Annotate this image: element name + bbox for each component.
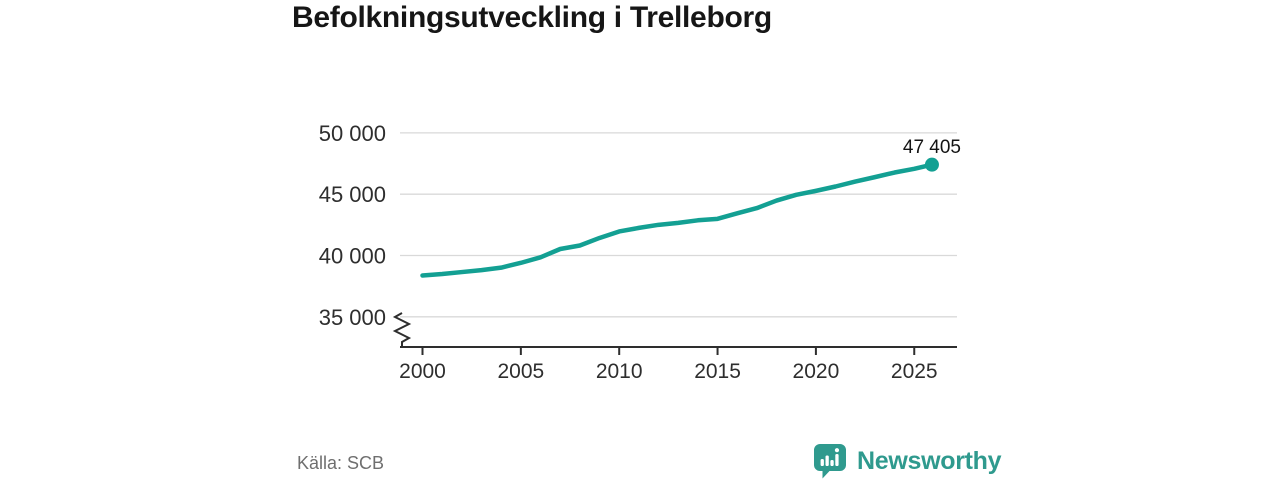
- x-tick-label: 2000: [399, 360, 446, 383]
- exclamation-dot: [834, 448, 840, 453]
- bar-chart-glyph: [820, 448, 840, 466]
- x-tick-label: 2020: [793, 360, 840, 383]
- x-tick-label: 2025: [891, 360, 938, 383]
- latest-value-label: 47 405: [903, 137, 961, 158]
- x-tick-label: 2005: [497, 360, 544, 383]
- newsworthy-logo-icon: [814, 444, 846, 479]
- newsworthy-logo-text: Newsworthy: [857, 447, 1002, 475]
- x-tick-label: 2010: [596, 360, 643, 383]
- y-tick-label: 40 000: [319, 244, 386, 269]
- speech-bubble-shape: [814, 444, 846, 479]
- y-tick-label: 45 000: [319, 182, 386, 207]
- axis-break-symbol: [392, 312, 412, 347]
- y-tick-label: 35 000: [319, 305, 386, 330]
- population-line: [420, 162, 935, 278]
- y-tick-label: 50 000: [319, 121, 386, 146]
- x-tick-label: 2015: [694, 360, 741, 383]
- latest-value-dot: [924, 157, 939, 172]
- newsworthy-logo: Newsworthy: [811, 441, 1002, 481]
- chart-title: Befolkningsutveckling i Trelleborg: [292, 1, 772, 34]
- source-caption: Källa: SCB: [297, 453, 385, 473]
